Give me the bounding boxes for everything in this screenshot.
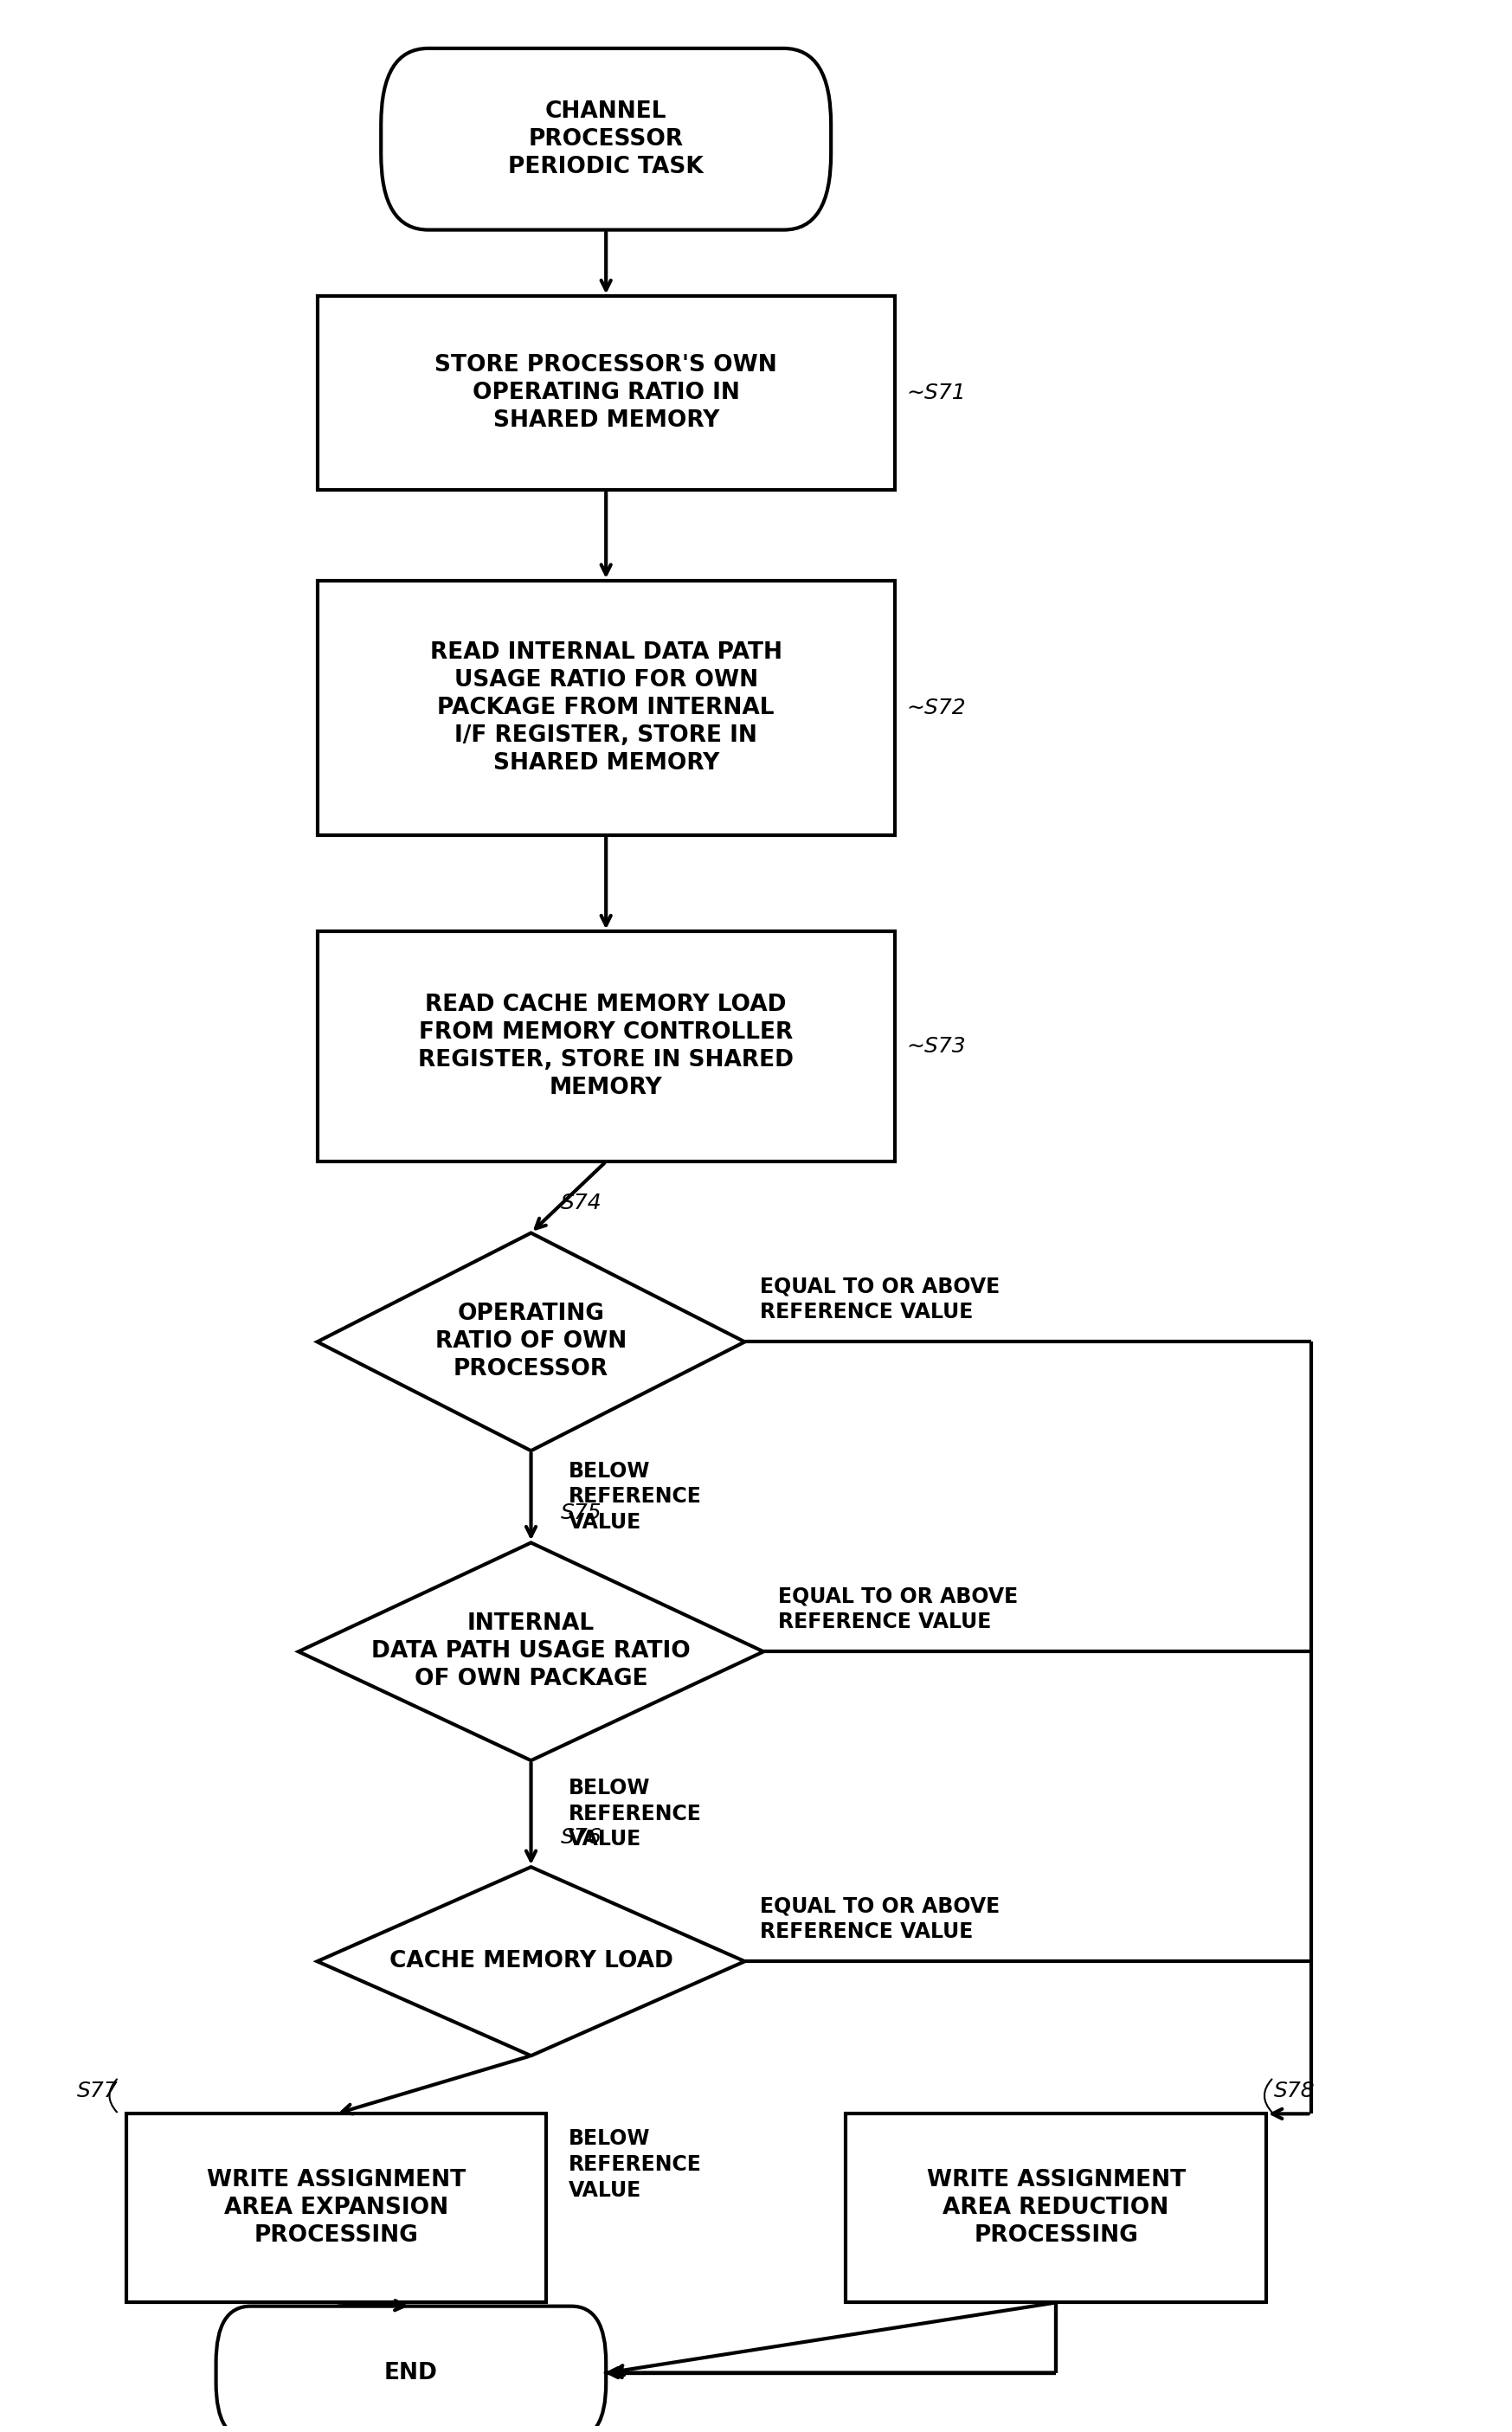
Text: READ INTERNAL DATA PATH
USAGE RATIO FOR OWN
PACKAGE FROM INTERNAL
I/F REGISTER, : READ INTERNAL DATA PATH USAGE RATIO FOR … xyxy=(429,642,782,773)
FancyBboxPatch shape xyxy=(216,2306,606,2432)
FancyBboxPatch shape xyxy=(125,2113,546,2303)
Text: BELOW
REFERENCE
VALUE: BELOW REFERENCE VALUE xyxy=(569,2128,702,2201)
Text: WRITE ASSIGNMENT
AREA EXPANSION
PROCESSING: WRITE ASSIGNMENT AREA EXPANSION PROCESSI… xyxy=(207,2169,466,2247)
Polygon shape xyxy=(318,1868,745,2055)
Text: ∼S73: ∼S73 xyxy=(907,1036,966,1058)
Text: S74: S74 xyxy=(561,1192,602,1214)
Text: INTERNAL
DATA PATH USAGE RATIO
OF OWN PACKAGE: INTERNAL DATA PATH USAGE RATIO OF OWN PA… xyxy=(372,1612,691,1690)
FancyBboxPatch shape xyxy=(318,297,895,489)
FancyBboxPatch shape xyxy=(847,2113,1266,2303)
Text: S75: S75 xyxy=(561,1503,602,1522)
Text: EQUAL TO OR ABOVE
REFERENCE VALUE: EQUAL TO OR ABOVE REFERENCE VALUE xyxy=(759,1895,999,1943)
Text: EQUAL TO OR ABOVE
REFERENCE VALUE: EQUAL TO OR ABOVE REFERENCE VALUE xyxy=(759,1277,999,1323)
Text: S76: S76 xyxy=(561,1826,602,1848)
Text: ∼S72: ∼S72 xyxy=(907,698,966,717)
Text: READ CACHE MEMORY LOAD
FROM MEMORY CONTROLLER
REGISTER, STORE IN SHARED
MEMORY: READ CACHE MEMORY LOAD FROM MEMORY CONTR… xyxy=(419,995,794,1099)
Polygon shape xyxy=(318,1233,745,1452)
Text: EQUAL TO OR ABOVE
REFERENCE VALUE: EQUAL TO OR ABOVE REFERENCE VALUE xyxy=(779,1586,1019,1632)
Text: ∼S71: ∼S71 xyxy=(907,382,966,404)
Text: S78: S78 xyxy=(1273,2082,1315,2101)
Text: WRITE ASSIGNMENT
AREA REDUCTION
PROCESSING: WRITE ASSIGNMENT AREA REDUCTION PROCESSI… xyxy=(927,2169,1185,2247)
FancyBboxPatch shape xyxy=(318,931,895,1162)
Text: BELOW
REFERENCE
VALUE: BELOW REFERENCE VALUE xyxy=(569,1778,702,1851)
Text: S77: S77 xyxy=(77,2082,118,2101)
Text: OPERATING
RATIO OF OWN
PROCESSOR: OPERATING RATIO OF OWN PROCESSOR xyxy=(435,1304,627,1381)
FancyBboxPatch shape xyxy=(318,581,895,834)
Text: BELOW
REFERENCE
VALUE: BELOW REFERENCE VALUE xyxy=(569,1462,702,1532)
Text: STORE PROCESSOR'S OWN
OPERATING RATIO IN
SHARED MEMORY: STORE PROCESSOR'S OWN OPERATING RATIO IN… xyxy=(435,355,777,433)
Polygon shape xyxy=(298,1542,764,1761)
Text: END: END xyxy=(384,2361,438,2383)
Text: CACHE MEMORY LOAD: CACHE MEMORY LOAD xyxy=(389,1950,673,1972)
FancyBboxPatch shape xyxy=(381,49,832,231)
Text: CHANNEL
PROCESSOR
PERIODIC TASK: CHANNEL PROCESSOR PERIODIC TASK xyxy=(508,100,703,178)
